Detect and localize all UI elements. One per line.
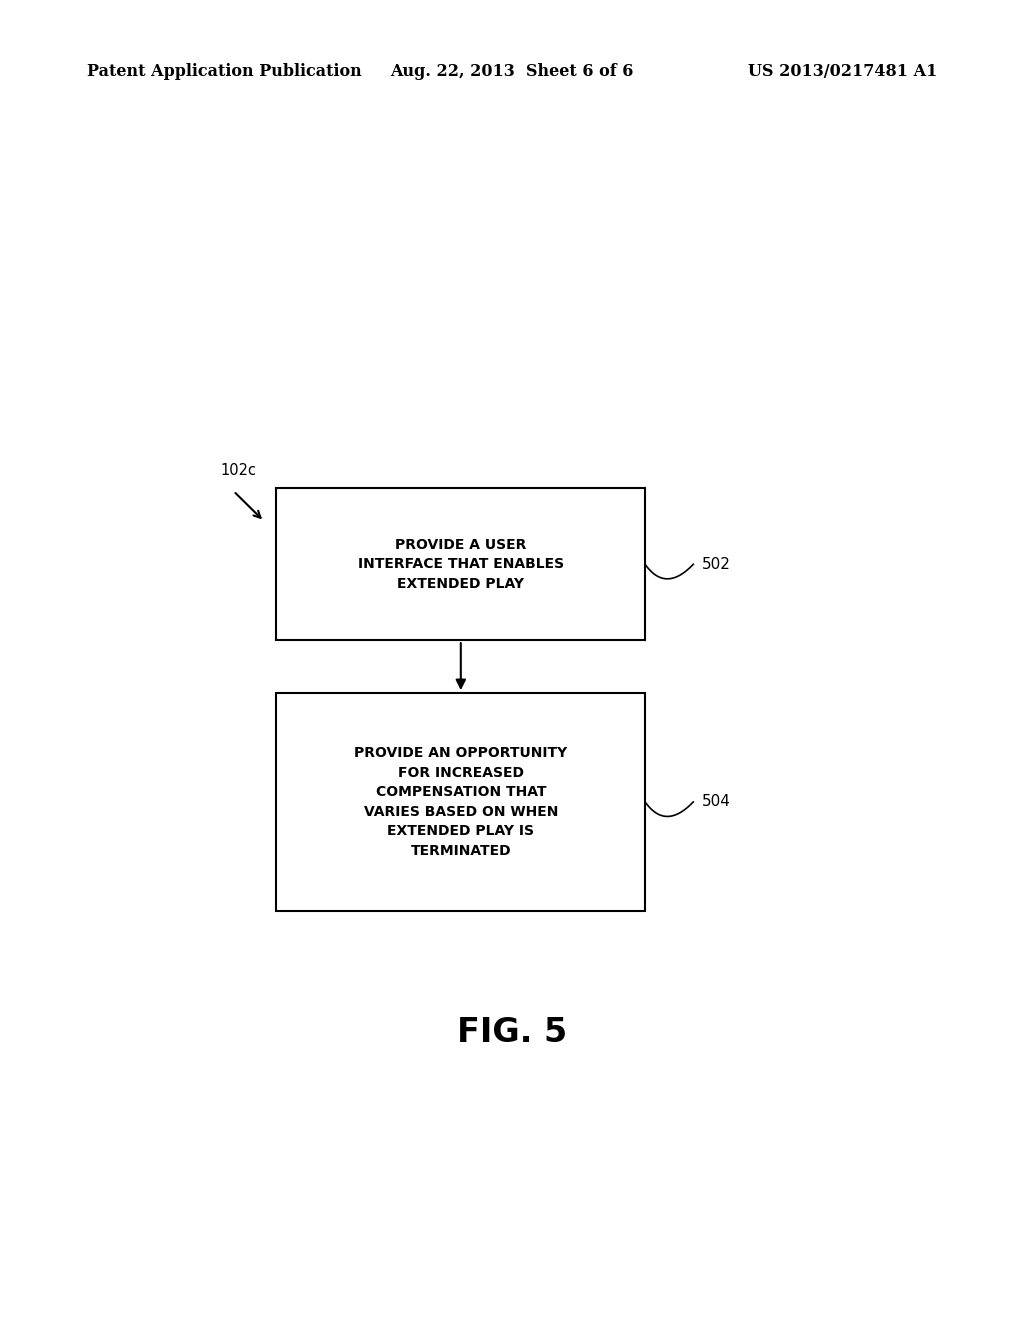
Text: Patent Application Publication: Patent Application Publication: [87, 63, 361, 81]
Bar: [276, 693, 645, 911]
Text: Aug. 22, 2013  Sheet 6 of 6: Aug. 22, 2013 Sheet 6 of 6: [390, 63, 634, 81]
Text: 502: 502: [701, 557, 730, 572]
Text: 504: 504: [701, 795, 730, 809]
Bar: [276, 488, 645, 640]
Text: 102c: 102c: [220, 463, 256, 478]
Text: FIG. 5: FIG. 5: [457, 1016, 567, 1048]
Text: PROVIDE AN OPPORTUNITY
FOR INCREASED
COMPENSATION THAT
VARIES BASED ON WHEN
EXTE: PROVIDE AN OPPORTUNITY FOR INCREASED COM…: [354, 746, 567, 858]
Text: PROVIDE A USER
INTERFACE THAT ENABLES
EXTENDED PLAY: PROVIDE A USER INTERFACE THAT ENABLES EX…: [357, 537, 564, 591]
Text: US 2013/0217481 A1: US 2013/0217481 A1: [748, 63, 937, 81]
